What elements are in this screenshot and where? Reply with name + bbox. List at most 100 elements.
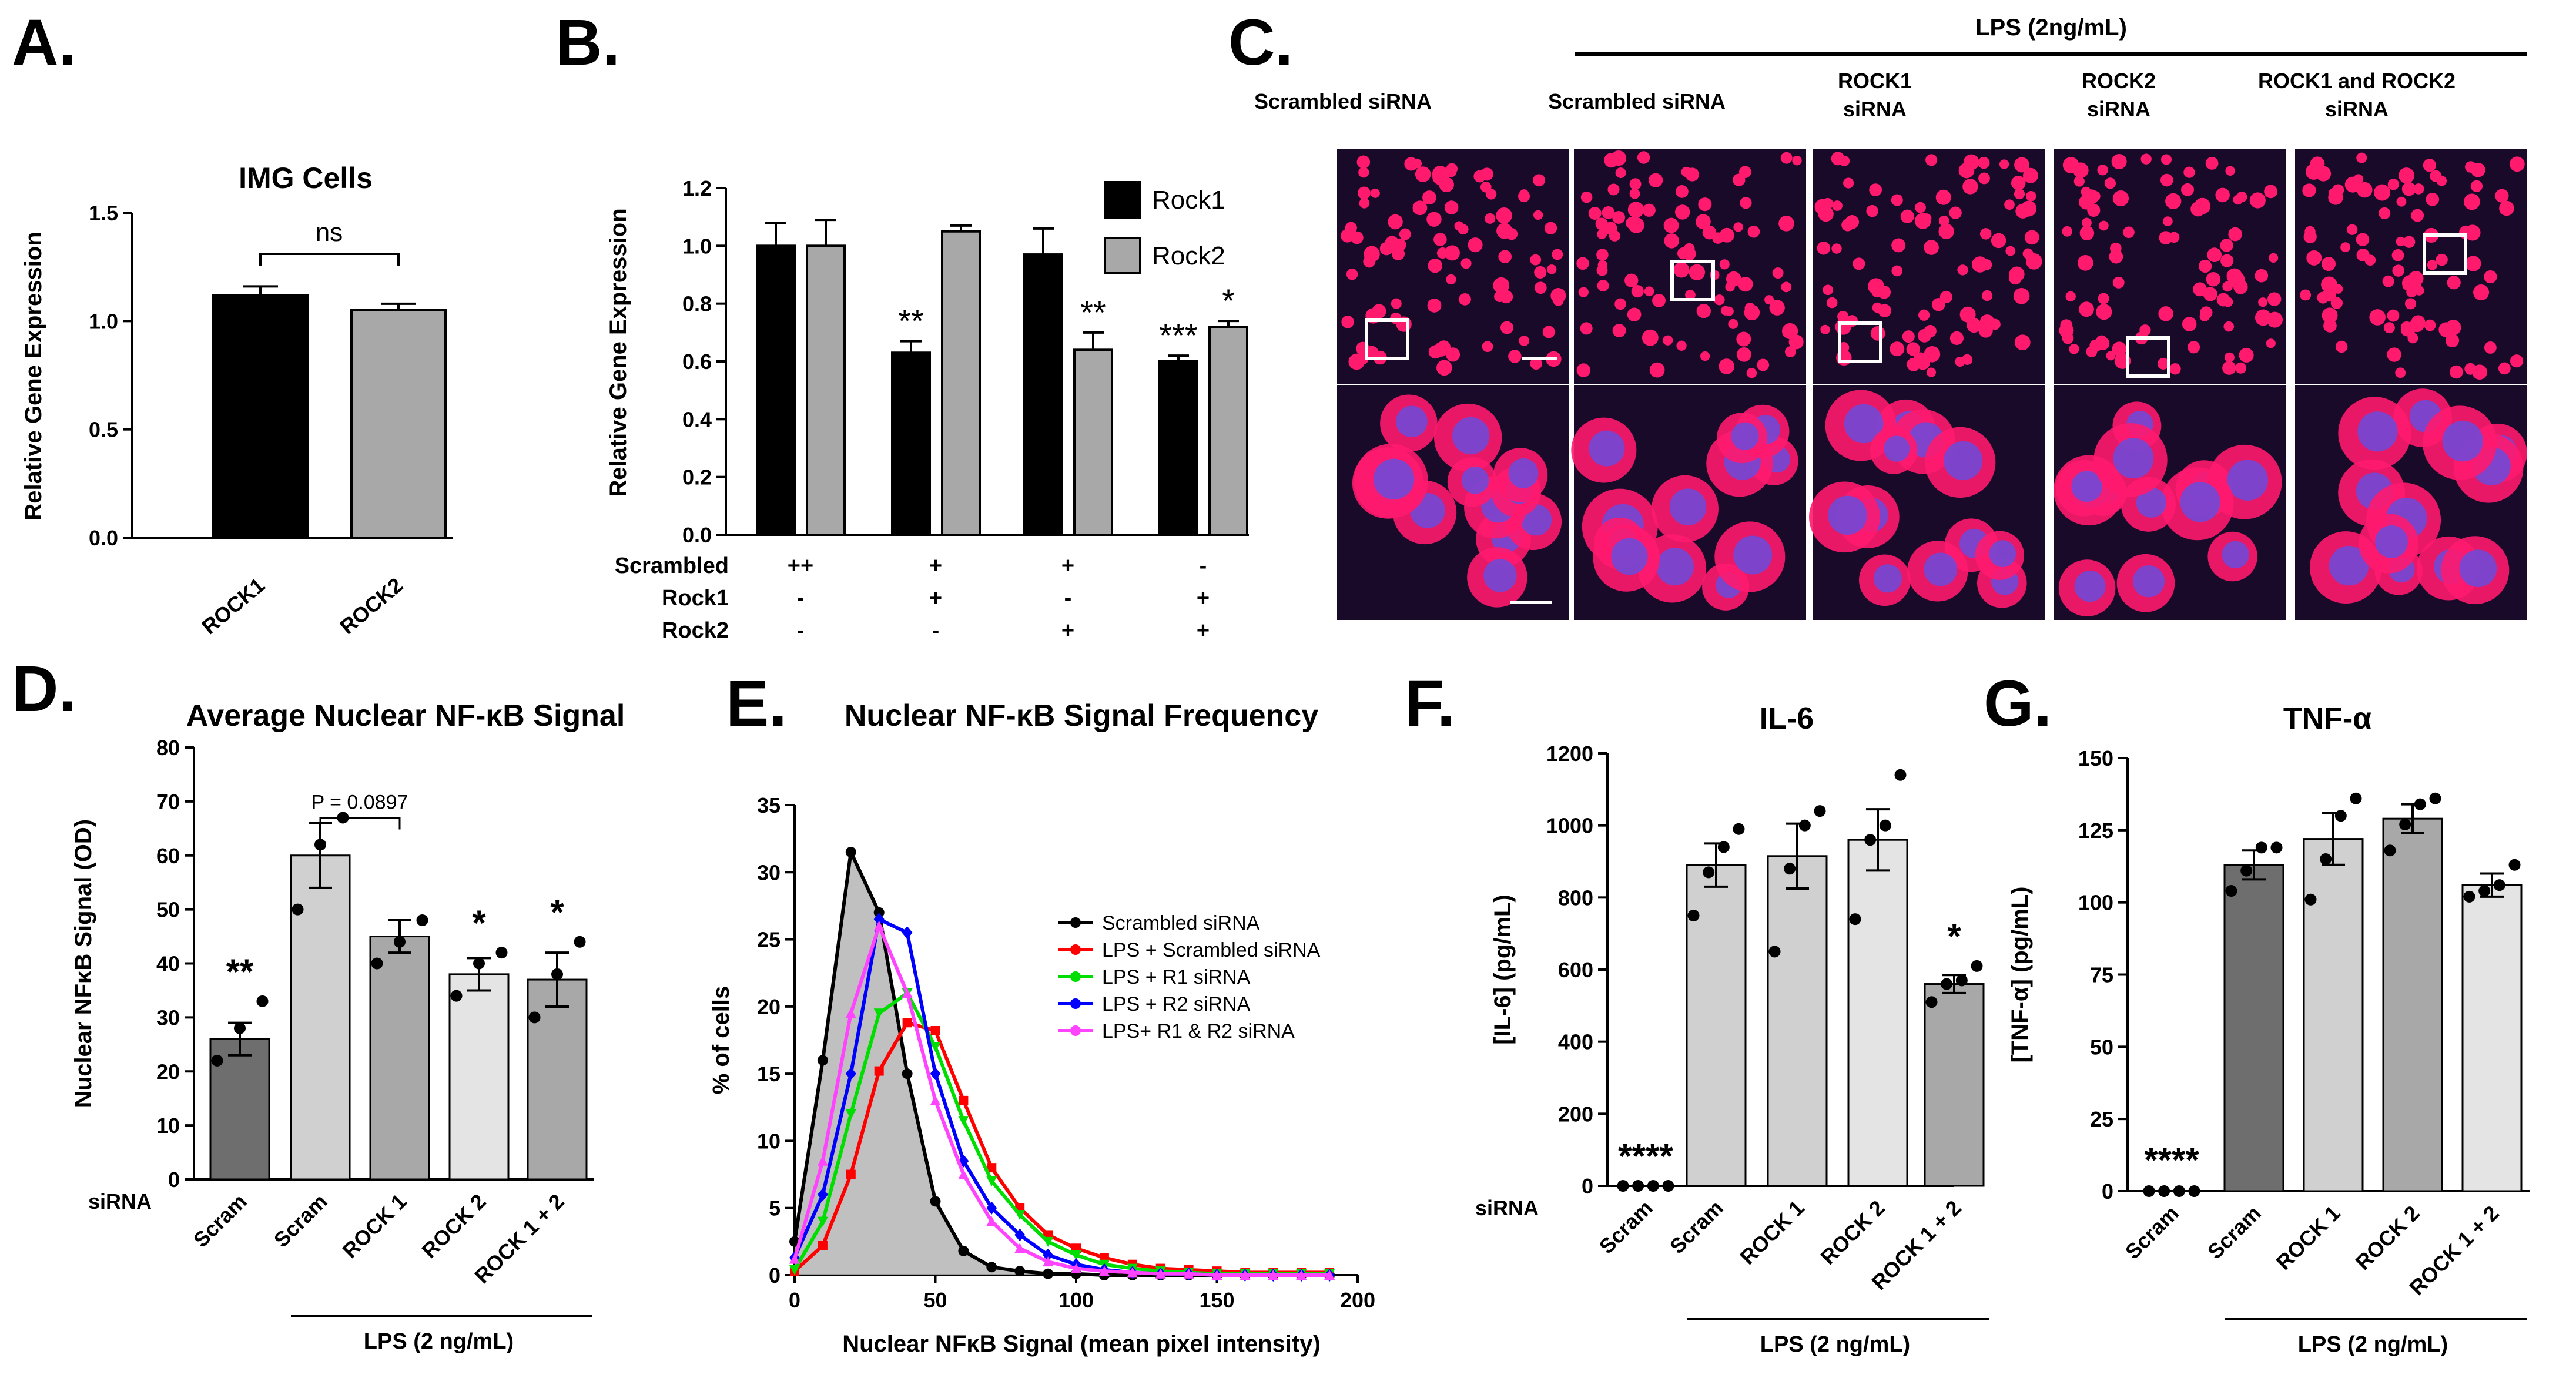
chart-g-data-point [2255,841,2267,854]
micrograph-nucleus [2375,525,2408,558]
micrograph-cell [1642,329,1659,346]
chart-f-x-label: Scram [1665,1196,1728,1259]
micrograph-cell [2015,203,2031,219]
chart-e-marker [789,1253,800,1264]
chart-a-y-tick-label: 1.0 [89,309,118,333]
chart-b-y-tick-label: 0.2 [682,465,712,490]
chart-b-legend-swatch [1104,237,1141,274]
micrograph-cell [1845,215,1860,229]
micrograph-cell [1358,186,1371,200]
micrograph-cell [1629,188,1640,199]
micrograph-cell [2391,249,2404,261]
micrograph-cell [2236,192,2247,203]
micrograph-cell [1588,207,1602,220]
chart-f-x-label: ROCK 1 [1735,1196,1808,1269]
micrograph-cell [1843,177,1854,189]
micrograph-cell [1999,159,2009,169]
micrograph-cell [1938,223,1954,239]
chart-f-data-point [1784,863,1796,875]
micrograph-cell [1915,202,1926,213]
micrograph-cell [1547,264,1557,274]
chart-e-x-tick-label: 50 [923,1288,947,1312]
chart-e-legend-marker [1070,971,1081,982]
micrograph-cell [1823,284,1834,296]
micrograph-cell [1399,228,1411,240]
micrograph-cell [1938,216,1949,226]
chart-e-marker [1014,1228,1026,1242]
micrograph-cell [1738,277,1753,292]
micrograph-cell [2062,332,2074,344]
micrograph-cell [1769,300,1785,316]
chart-g-y-tick-label: 50 [2090,1035,2113,1059]
chart-e-legend-marker [1070,1025,1081,1036]
chart-d-data-point [528,1011,541,1024]
panel-letter-a: A. [12,6,76,79]
micrograph-cell [2356,182,2373,198]
micrograph-cell [2110,243,2122,254]
micrograph-cell [2220,239,2233,252]
micrograph-cell [2316,166,2332,182]
micrograph-cell [2223,297,2233,307]
chart-d-data-point [234,1022,246,1034]
micrograph-cell [1740,197,1752,209]
micrograph-cell [2356,233,2370,246]
micrograph-cell [2321,276,2337,293]
micrograph-cell [2411,209,2424,222]
chart-e-marker [986,1176,997,1186]
micrograph-cell [2258,297,2268,307]
chart-f-ylabel: [IL-6] (pg/mL) [1490,894,1516,1045]
micrograph-cell [2079,226,2095,240]
micrograph-cell [1436,360,1452,376]
micrograph-cell [1696,304,1711,318]
chart-g-data-point [2399,819,2411,831]
chart-b-legend-swatch [1104,181,1141,219]
micrograph-cell [2268,253,2279,263]
micrograph-cell [1780,152,1793,164]
chart-b-bar-rock2 [1208,326,1248,536]
chart-b-bar-rock1 [1158,360,1198,536]
micrograph-cell [1817,241,1831,255]
chart-d-x-label: Scram [269,1189,332,1252]
chart-d-data-point [450,990,463,1002]
chart-g-y-tick-label: 25 [2090,1107,2113,1131]
micrograph-cell [2089,339,2102,352]
micrograph-cell [2322,307,2338,324]
panel-c-column-label: siRNA [1843,97,1907,121]
micrograph-cell [2069,344,2079,354]
chart-a-bar-rock1 [212,294,309,539]
chart-b-condition-mark: + [1197,618,1210,643]
micrograph-nucleus [1656,548,1694,586]
micrograph-cell [2335,340,2348,353]
micrograph-cell [1612,211,1626,224]
chart-f-y-tick-label: 400 [1558,1030,1593,1054]
chart-d-data-point [551,968,563,980]
chart-e-marker [846,1169,856,1179]
chart-g-ylabel: [TNF-α] (pg/mL) [2007,886,2033,1062]
chart-g-bar [2461,884,2523,1192]
chart-f-data-point [1647,1180,1659,1192]
chart-d-x-label: ROCK 1 [337,1189,411,1263]
micrograph-cell [2225,166,2235,176]
micrograph-cell [1890,341,1905,357]
micrograph-nucleus [2459,549,2497,588]
micrograph-cell [2025,253,2042,270]
micrograph-cell [1949,206,1962,219]
micrograph-cell [2387,179,2400,190]
micrograph-cell [1949,331,1964,346]
micrograph-nucleus [1844,404,1884,444]
chart-e-marker [902,926,913,940]
micrograph-cell [2206,271,2221,287]
chart-b-y-tick-label: 1.0 [682,234,712,258]
micrograph-cell [2224,352,2235,363]
micrograph-zoom-box [2126,336,2170,378]
micrograph-cell [1757,358,1770,371]
micrograph-cell [1891,194,1903,206]
micrograph-cell [2484,270,2497,284]
micrograph-cell [1778,216,1794,232]
chart-b-bar-rock1 [1023,253,1063,536]
micrograph-cell [1370,188,1380,198]
chart-d-y-tick-label: 60 [156,844,180,868]
micrograph-cell [2427,260,2438,270]
micrograph-nucleus [2132,565,2165,598]
micrograph-zoom-box [1838,321,1882,363]
